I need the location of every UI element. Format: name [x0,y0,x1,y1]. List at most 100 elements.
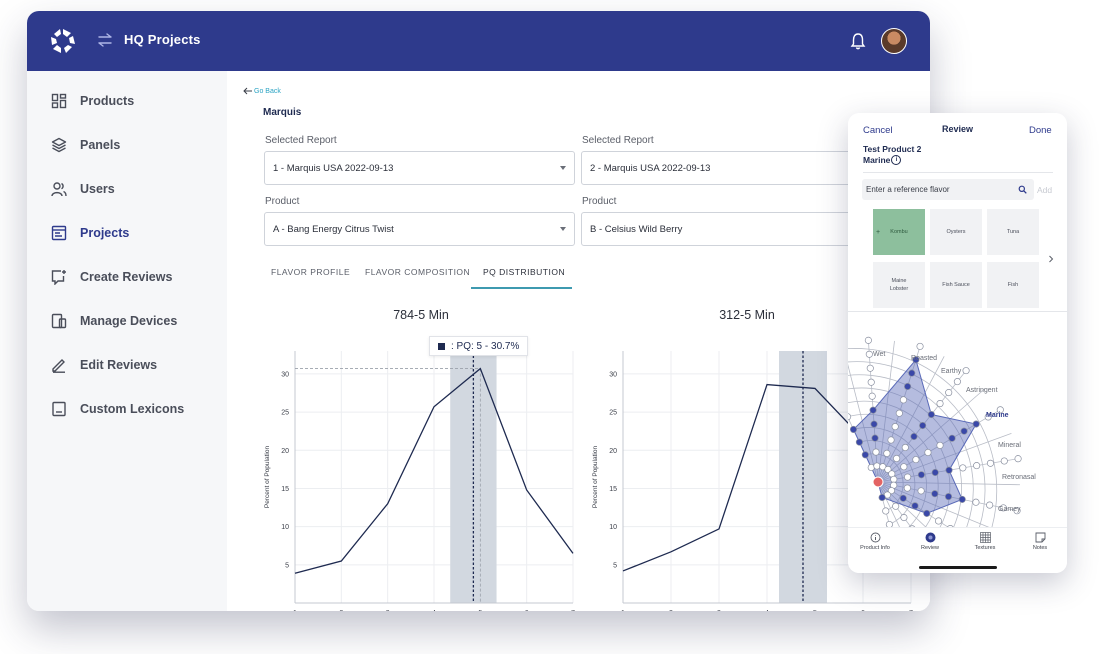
wheel-label: Retronasal [1002,474,1036,481]
wheel-node [884,465,892,473]
wheel-node [911,502,919,510]
flavor-tile[interactable]: + Kombu [873,209,925,255]
chart-1-plot[interactable]: 5 10 15 20 25 30 1 2 3 4 5 6 7 Percent of Population [257,349,577,611]
wheel-label: Wet [873,351,886,358]
wheel-node [972,420,980,428]
wheel-node [873,462,881,470]
info-icon[interactable]: i [891,155,902,165]
wheel-node [890,475,898,483]
sidebar-item-edit-reviews[interactable]: Edit Reviews [51,354,157,376]
wheel-node [923,509,931,517]
bottom-nav-notes[interactable]: Notes [1015,532,1065,551]
wheel-label[interactable]: Marine [986,412,1009,419]
devices-icon [51,313,67,329]
swap-icon[interactable] [97,32,113,48]
wheel-node [885,520,893,527]
tile-label: Fish Sauce [942,282,970,288]
x-tick-label: 3 [386,610,390,611]
wheel-spoke [877,388,986,483]
notes-icon [1035,532,1045,543]
product-name: Test Product 2 [863,144,922,154]
wheel-spoke [877,356,945,483]
sidebar: Products Panels Users Projects Create Re… [27,71,227,611]
user-avatar[interactable] [881,28,907,54]
left-report-value: 1 - Marquis USA 2022-09-13 [273,162,394,174]
sidebar-item-manage-devices[interactable]: Manage Devices [51,310,177,332]
wheel-layer [848,336,1022,527]
wheel-node [910,432,918,441]
divider [863,172,1053,173]
bottom-nav-textures[interactable]: Textures [960,532,1010,551]
flavor-tile[interactable]: Fish Sauce [930,262,982,308]
sidebar-item-label: Edit Reviews [80,358,158,372]
sidebar-item-users[interactable]: Users [51,178,115,200]
wheel-node [865,350,873,358]
sidebar-item-products[interactable]: Products [51,90,134,112]
sidebar-item-create-reviews[interactable]: Create Reviews [51,266,172,288]
divider [848,311,1067,312]
wheel-node [855,438,863,446]
chevron-right-icon[interactable] [1048,255,1054,263]
y-tick-label: 30 [281,371,289,378]
bottom-nav-product-info[interactable]: Product Info [850,532,900,551]
y-tick-label: 5 [285,562,289,569]
x-tick-label: 7 [571,610,575,611]
active-tab-indicator [471,287,572,289]
wheel-node [962,367,970,375]
wheel-node [866,364,874,372]
app-title: HQ Projects [124,32,201,47]
reference-flavor-search[interactable]: Enter a reference flavor [862,179,1034,200]
left-product-select[interactable]: A - Bang Energy Citrus Twist [264,212,575,246]
left-report-label: Selected Report [265,135,337,146]
layers-icon [51,137,67,153]
sidebar-item-custom-lexicons[interactable]: Custom Lexicons [51,398,184,420]
flavor-wheel[interactable] [848,312,1067,527]
tile-label: Maine Lobster [889,278,909,292]
add-button[interactable]: Add [1037,185,1053,195]
wheel-center-marker [872,476,884,488]
grid-icon [979,532,991,543]
tab-flavor-composition[interactable]: FLAVOR COMPOSITION [365,267,471,277]
chart-1-layer: 5 10 15 20 25 30 1 2 3 4 5 6 7 Percent of Population [264,351,575,611]
bottom-nav-label: Notes [1032,545,1048,551]
notification-bell-icon[interactable] [850,32,866,50]
cancel-button[interactable]: Cancel [863,125,893,136]
y-tick-label: 5 [613,562,617,569]
search-placeholder: Enter a reference flavor [866,185,950,194]
wheel-node [917,487,925,495]
wheel-node [887,487,896,495]
done-button[interactable]: Done [1029,125,1052,136]
sidebar-item-projects[interactable]: Projects [51,222,129,244]
wheel-node [960,427,968,435]
wheel-node [868,392,876,400]
left-report-select[interactable]: 1 - Marquis USA 2022-09-13 [264,151,575,185]
flavor-tile[interactable]: Maine Lobster [873,262,925,308]
wheel-label: Astringent [966,387,998,394]
bottom-nav-review[interactable]: Review [905,532,955,551]
wheel-node [972,498,980,506]
wheel-label: Gamey [998,506,1021,513]
wheel-node [895,409,903,417]
wheel-spoke [848,363,879,483]
wheel-node [986,501,994,509]
x-tick-label: 3 [717,610,721,611]
y-tick-label: 10 [281,524,289,531]
wheel-node [909,525,916,527]
go-back-link[interactable]: Go Back [243,87,281,95]
chart-tooltip: : PQ: 5 - 30.7% [429,336,529,356]
wheel-node [986,459,995,467]
wheel-node [958,495,966,503]
bottom-nav-label: Textures [974,545,996,551]
flavor-name: Marine i [863,155,902,165]
tab-flavor-profile[interactable]: FLAVOR PROFILE [271,267,351,277]
flavor-tile[interactable]: Tuna [987,209,1039,255]
right-report-value: 2 - Marquis USA 2022-09-13 [590,162,711,174]
app-logo-icon[interactable] [49,27,77,55]
wheel-node [883,449,891,457]
sidebar-item-panels[interactable]: Panels [51,134,120,156]
flavor-tile[interactable]: Oysters [930,209,982,255]
x-tick-label: 1 [293,610,297,611]
tab-pq-distribution[interactable]: PQ DISTRIBUTION [483,267,566,277]
flavor-tile[interactable]: Fish [987,262,1039,308]
wheel-node [1013,507,1021,515]
